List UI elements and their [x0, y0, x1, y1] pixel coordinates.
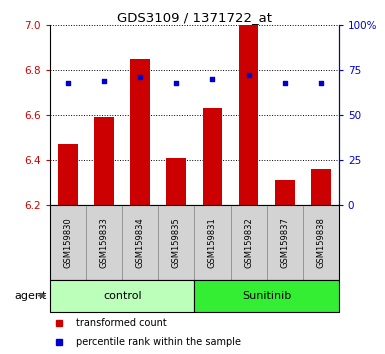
Text: GSM159837: GSM159837 [280, 217, 289, 268]
Bar [239, 25, 258, 205]
Bar [203, 108, 223, 205]
Point [209, 76, 216, 82]
Text: GSM159835: GSM159835 [172, 217, 181, 268]
Bar [266, 205, 303, 280]
Text: transformed count: transformed count [76, 318, 167, 329]
Bar [166, 158, 186, 205]
Text: control: control [103, 291, 142, 301]
Text: GSM159834: GSM159834 [136, 217, 145, 268]
Bar [94, 117, 114, 205]
Bar [86, 205, 122, 280]
Text: GSM159833: GSM159833 [100, 217, 109, 268]
Bar [50, 280, 194, 312]
Text: agent: agent [14, 291, 46, 301]
Text: percentile rank within the sample: percentile rank within the sample [76, 337, 241, 347]
Bar [50, 205, 86, 280]
Text: Sunitinib: Sunitinib [242, 291, 291, 301]
Point [137, 74, 143, 80]
Text: GSM159832: GSM159832 [244, 217, 253, 268]
Bar [311, 169, 331, 205]
Text: GSM159830: GSM159830 [64, 217, 73, 268]
Bar [275, 181, 295, 205]
Point [318, 80, 324, 85]
Bar [194, 280, 339, 312]
Bar [58, 144, 78, 205]
Bar [131, 59, 150, 205]
Text: GSM159831: GSM159831 [208, 217, 217, 268]
Point [101, 78, 107, 84]
Point [246, 73, 252, 78]
Bar [231, 205, 266, 280]
Text: GSM159838: GSM159838 [316, 217, 325, 268]
Title: GDS3109 / 1371722_at: GDS3109 / 1371722_at [117, 11, 272, 24]
Point [173, 80, 179, 85]
Bar [158, 205, 194, 280]
Point [65, 80, 71, 85]
Bar [194, 205, 231, 280]
Bar [122, 205, 158, 280]
Point [281, 80, 288, 85]
Bar [303, 205, 339, 280]
